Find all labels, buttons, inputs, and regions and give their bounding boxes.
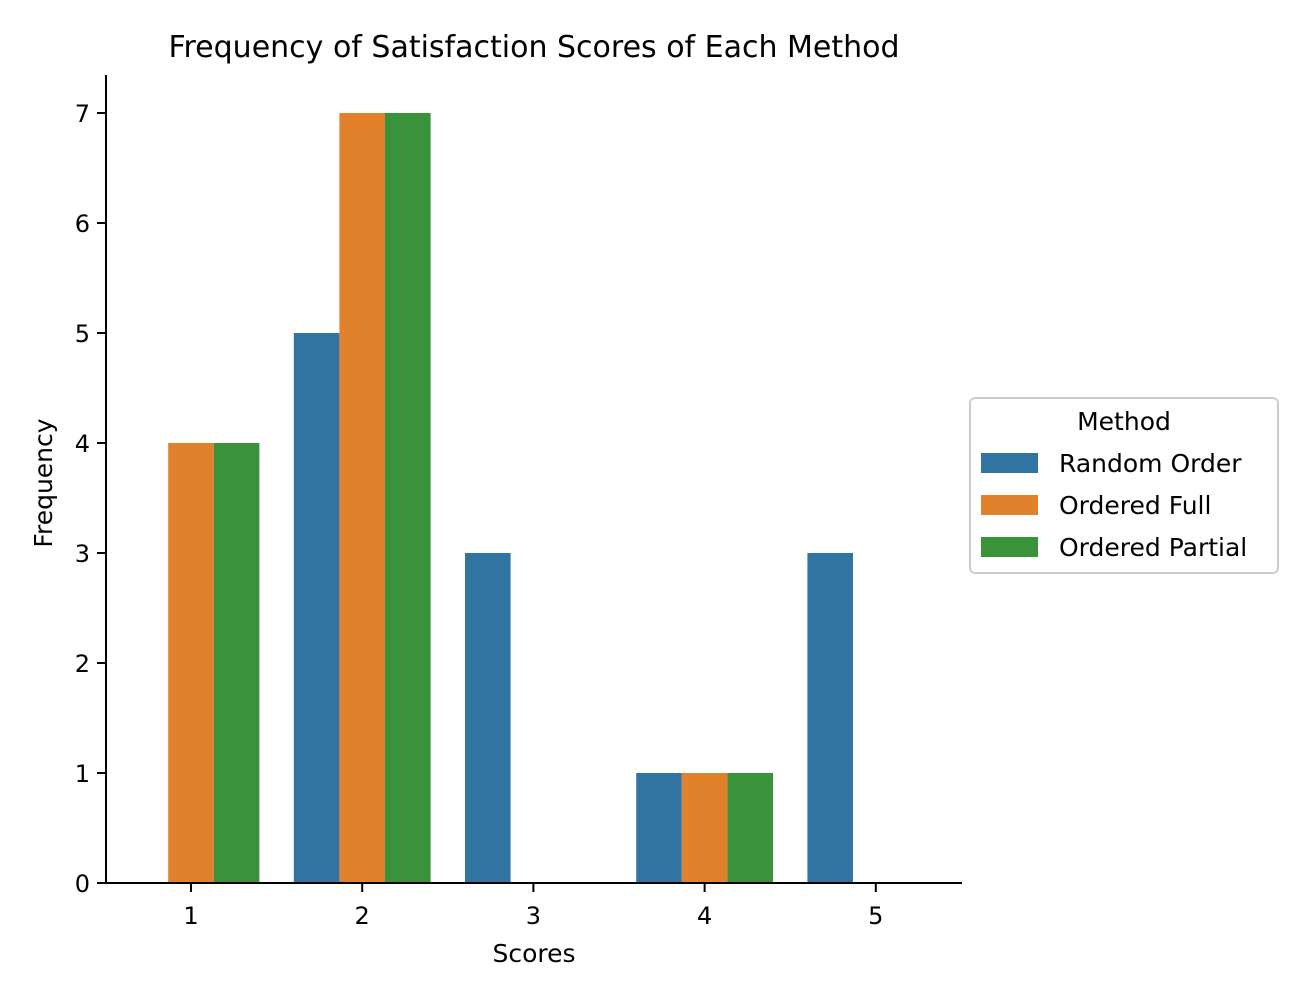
y-tick-label: 6 <box>75 210 90 238</box>
x-ticks: 1 2 3 4 5 <box>183 883 883 930</box>
legend-swatch <box>981 453 1038 473</box>
bar-random-order-score-5 <box>807 553 853 883</box>
bar-ordered-partial-score-2 <box>385 113 431 883</box>
bar-random-order-score-3 <box>465 553 511 883</box>
chart-title: Frequency of Satisfaction Scores of Each… <box>168 30 899 65</box>
x-tick-label: 1 <box>183 902 198 930</box>
y-tick-label: 3 <box>75 540 90 568</box>
y-tick-label: 1 <box>75 760 90 788</box>
bars-group <box>168 113 853 883</box>
legend-frame <box>969 397 1279 574</box>
bar-ordered-partial-score-1 <box>213 443 260 883</box>
y-tick-label: 5 <box>75 320 90 348</box>
legend-swatch <box>981 495 1038 515</box>
bar-ordered-full-score-2 <box>339 113 385 883</box>
y-axis-label: Frequency <box>29 418 58 547</box>
legend-items: Random Order Ordered Full Ordered Partial <box>981 449 1247 562</box>
x-axis-label: Scores <box>492 939 575 968</box>
legend: Method Random Order Ordered Full Ordered P… <box>969 397 1279 574</box>
bar-ordered-full-score-4 <box>681 773 728 883</box>
bar-random-order-score-2 <box>293 333 340 883</box>
x-tick-label: 5 <box>868 902 883 930</box>
x-tick-label: 2 <box>355 902 370 930</box>
bar-ordered-full-score-1 <box>168 443 214 883</box>
y-tick-label: 7 <box>75 100 90 128</box>
y-tick-label: 0 <box>75 870 90 898</box>
x-tick-label: 3 <box>526 902 541 930</box>
legend-label: Random Order <box>1059 449 1242 478</box>
legend-label: Ordered Full <box>1059 491 1211 520</box>
legend-swatch <box>981 537 1038 557</box>
legend-label: Ordered Partial <box>1059 533 1247 562</box>
y-ticks: 0 1 2 3 4 5 6 7 <box>75 100 106 898</box>
x-tick-label: 4 <box>697 902 712 930</box>
legend-title: Method <box>1077 407 1171 436</box>
bar-ordered-partial-score-4 <box>727 773 773 883</box>
y-tick-label: 4 <box>75 430 90 458</box>
y-tick-label: 2 <box>75 650 90 678</box>
bar-random-order-score-4 <box>636 773 682 883</box>
